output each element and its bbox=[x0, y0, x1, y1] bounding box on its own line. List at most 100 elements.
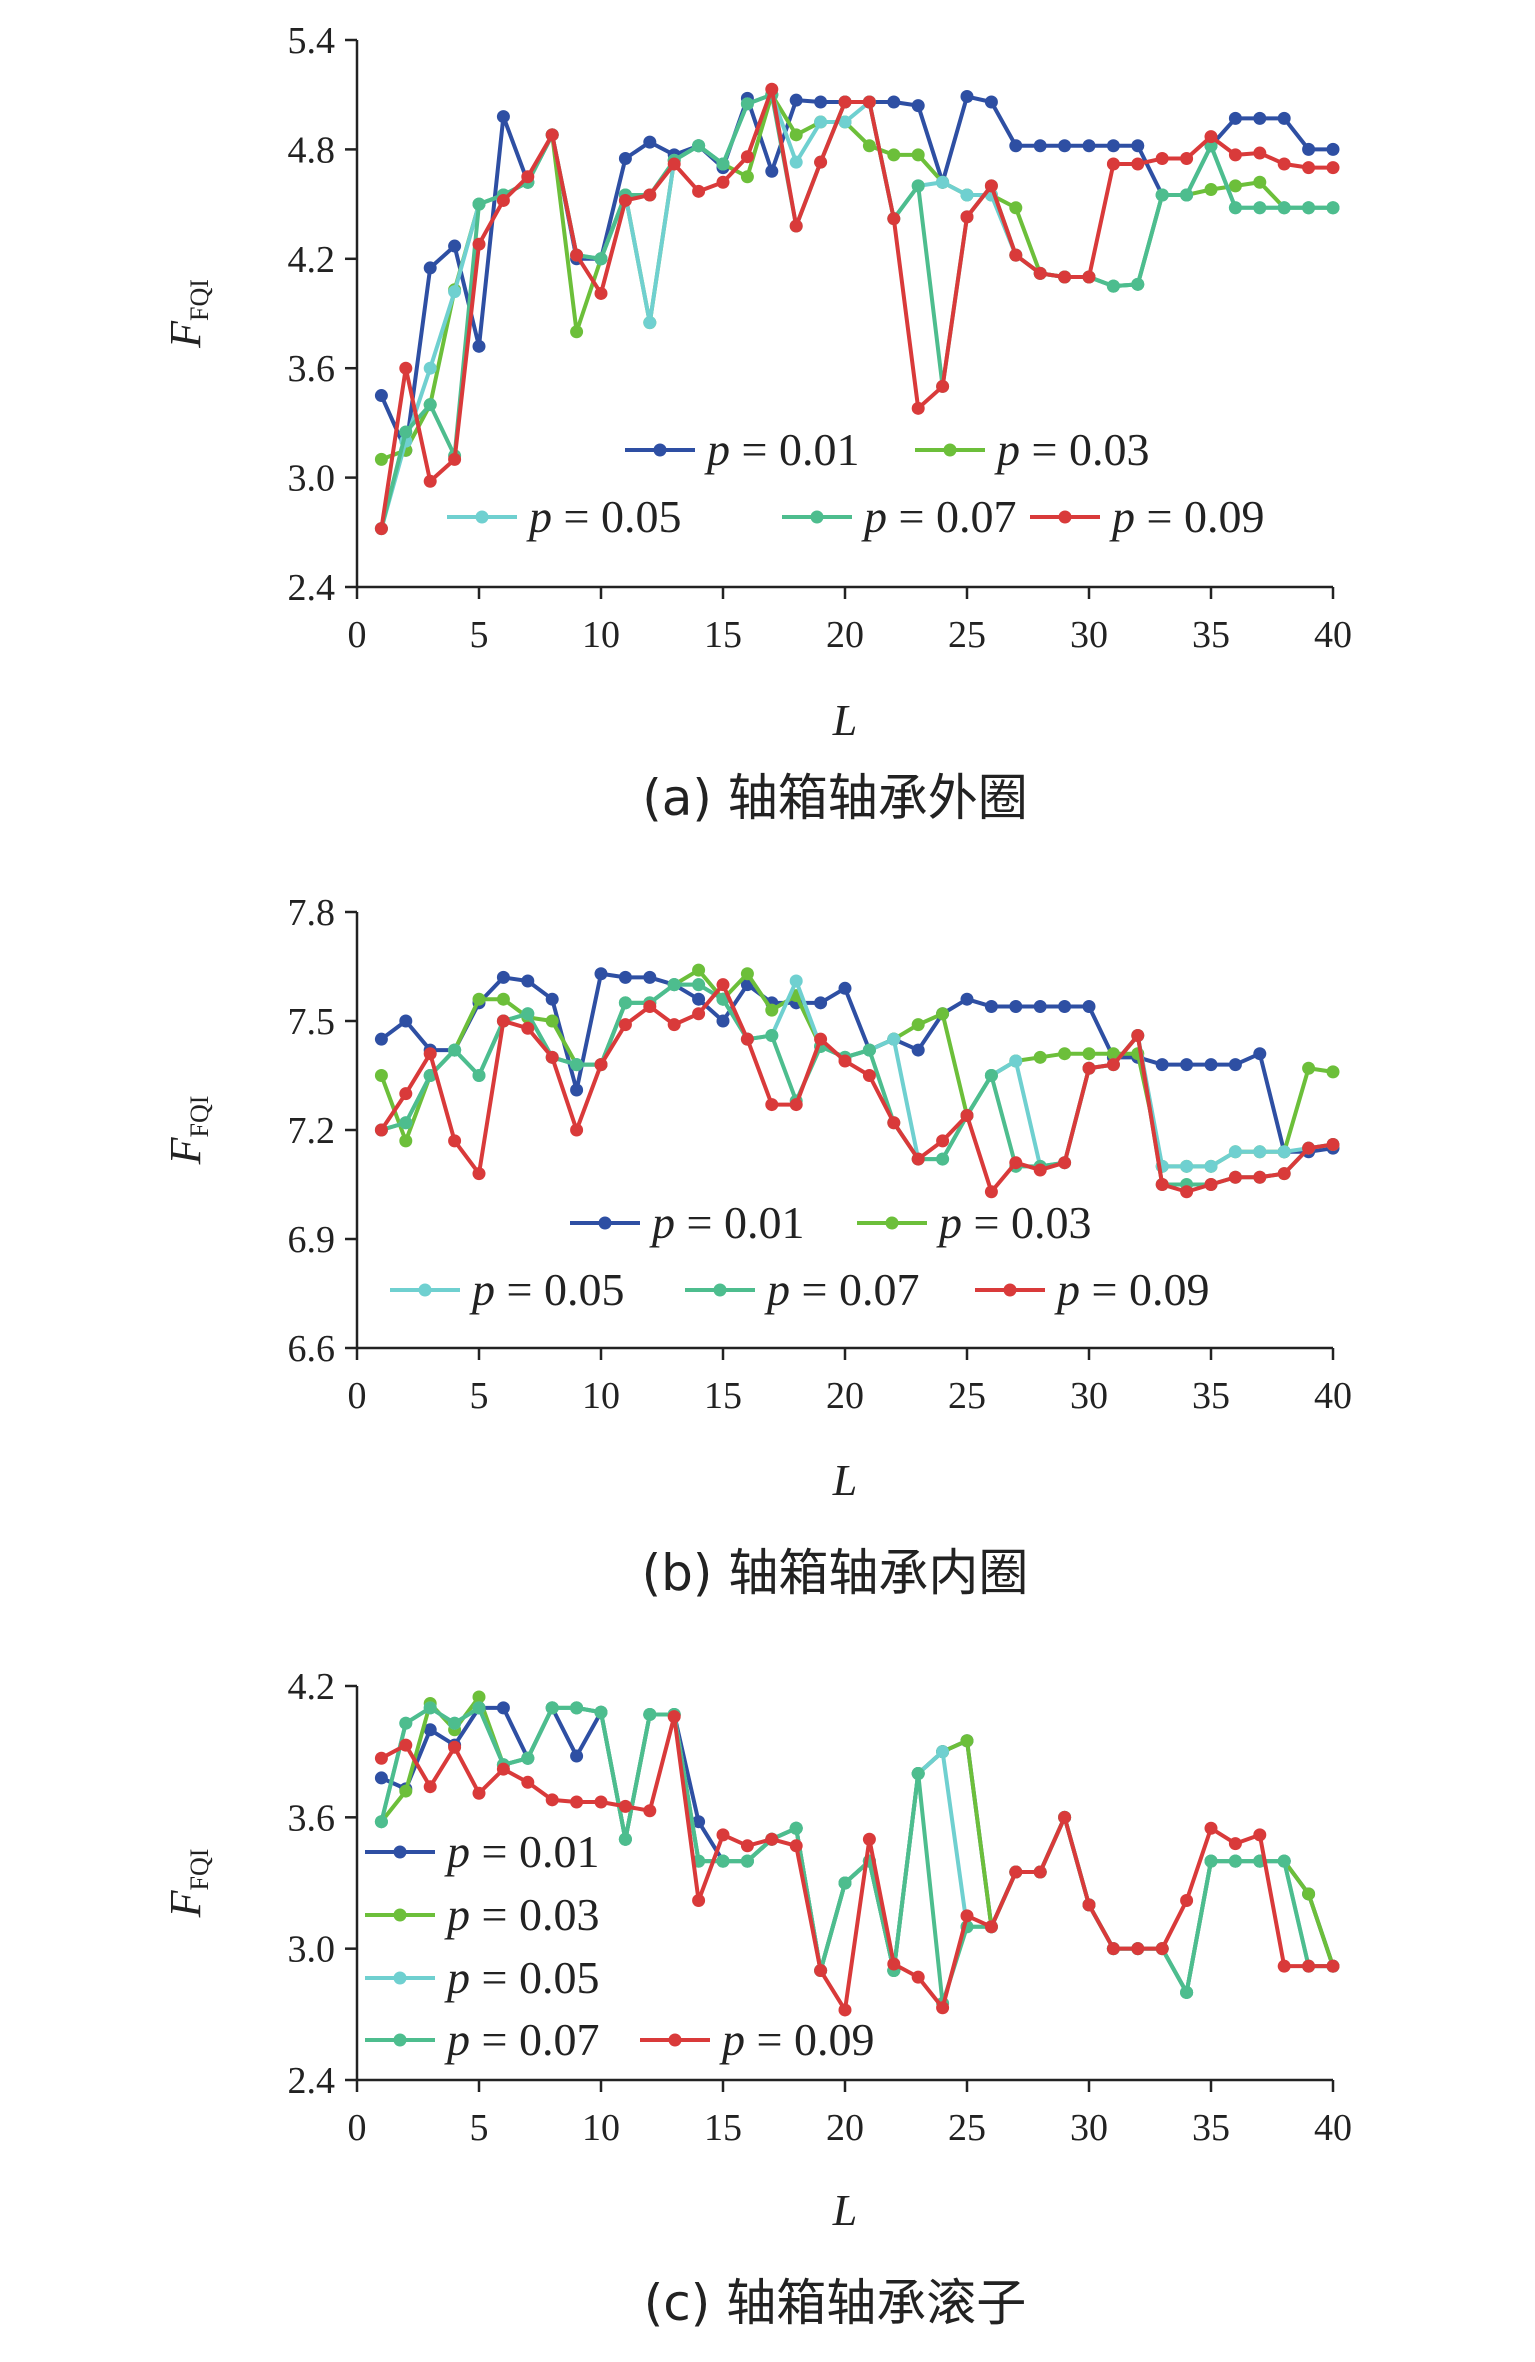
y-axis-label-subscript: FQI bbox=[185, 279, 214, 321]
data-point bbox=[643, 1707, 657, 1721]
data-point bbox=[1253, 146, 1267, 160]
data-point bbox=[1326, 1959, 1340, 1973]
legend-entry: p = 0.03 bbox=[365, 1889, 599, 1940]
data-point bbox=[765, 164, 779, 178]
data-point bbox=[1204, 183, 1218, 197]
data-point bbox=[887, 148, 901, 162]
legend-entry: p = 0.01 bbox=[625, 424, 859, 475]
data-point bbox=[1228, 1145, 1242, 1159]
data-point bbox=[887, 1957, 901, 1971]
data-point bbox=[1033, 139, 1047, 153]
series-p-0-09 bbox=[374, 1710, 1340, 2017]
data-point bbox=[862, 95, 876, 109]
data-point bbox=[765, 1832, 779, 1846]
data-point bbox=[1082, 139, 1096, 153]
data-point bbox=[594, 967, 608, 981]
data-point bbox=[1082, 1061, 1096, 1075]
legend-entry: p = 0.07 bbox=[685, 1264, 919, 1315]
series-p-0-09 bbox=[374, 978, 1340, 1199]
data-point bbox=[716, 1828, 730, 1842]
data-point bbox=[716, 978, 730, 992]
data-point bbox=[496, 1701, 510, 1715]
data-point bbox=[692, 978, 706, 992]
legend-label: p = 0.01 bbox=[649, 1197, 804, 1248]
x-axis-label: L bbox=[832, 696, 857, 745]
data-point bbox=[1228, 1854, 1242, 1868]
data-point bbox=[618, 1832, 632, 1846]
data-point bbox=[960, 1108, 974, 1122]
legend-entry: p = 0.01 bbox=[365, 1826, 599, 1877]
data-point bbox=[936, 379, 950, 393]
legend-swatch-marker bbox=[418, 1283, 432, 1297]
legend-swatch-marker bbox=[713, 1283, 727, 1297]
data-point bbox=[521, 1751, 535, 1765]
chart-panel-c: 2.4 3.0 3.6 4.2 0 5 10 15 20 25 30 35 40 L FFQI p = 0.0… bbox=[161, 1666, 1352, 2332]
data-point bbox=[765, 1098, 779, 1112]
legend-label: p = 0.05 bbox=[469, 1264, 624, 1315]
data-point bbox=[789, 1839, 803, 1853]
data-point bbox=[1180, 1159, 1194, 1173]
data-point bbox=[911, 99, 925, 113]
data-point bbox=[740, 170, 754, 184]
data-point bbox=[1009, 139, 1023, 153]
legend-entry: p = 0.07 bbox=[365, 2014, 599, 2065]
legend-symbol: p bbox=[444, 1952, 470, 2003]
data-point bbox=[1131, 1029, 1145, 1043]
data-point bbox=[1302, 1887, 1316, 1901]
data-point bbox=[545, 1793, 559, 1807]
legend-value: = 0.09 bbox=[1135, 491, 1264, 542]
data-point bbox=[448, 1740, 462, 1754]
legend-label: p = 0.07 bbox=[861, 491, 1016, 542]
data-point bbox=[618, 152, 632, 166]
legend-symbol: p bbox=[861, 491, 887, 542]
data-point bbox=[423, 474, 437, 488]
data-point bbox=[1277, 157, 1291, 171]
data-point bbox=[496, 992, 510, 1006]
data-point bbox=[399, 1014, 413, 1028]
data-point bbox=[618, 970, 632, 984]
series-p-0-01 bbox=[374, 90, 1340, 457]
data-point bbox=[667, 157, 681, 171]
x-tick-label: 15 bbox=[704, 614, 742, 656]
data-point bbox=[1082, 1898, 1096, 1912]
legend-symbol: p bbox=[994, 424, 1020, 475]
legend-symbol: p bbox=[444, 2014, 470, 2065]
data-point bbox=[472, 339, 486, 353]
data-point bbox=[887, 212, 901, 226]
data-point bbox=[423, 1701, 437, 1715]
series-line bbox=[380, 1714, 1333, 2012]
series-line bbox=[380, 982, 1334, 1187]
y-axis-label: FFQI bbox=[161, 279, 214, 349]
data-point bbox=[1204, 1821, 1218, 1835]
legend-swatch-marker bbox=[1003, 1283, 1017, 1297]
x-tick-label: 35 bbox=[1192, 2107, 1230, 2149]
data-point bbox=[692, 1815, 706, 1829]
data-point bbox=[643, 188, 657, 202]
legend-label: p = 0.05 bbox=[526, 491, 681, 542]
data-point bbox=[496, 193, 510, 207]
legend-value: = 0.05 bbox=[495, 1264, 624, 1315]
data-point bbox=[1204, 130, 1218, 144]
data-point bbox=[692, 184, 706, 198]
data-point bbox=[1253, 1828, 1267, 1842]
data-point bbox=[472, 1701, 486, 1715]
data-point bbox=[1106, 139, 1120, 153]
x-tick-label: 30 bbox=[1070, 614, 1108, 656]
data-point bbox=[1302, 1141, 1316, 1155]
data-point bbox=[1106, 1058, 1120, 1072]
chart-panel-a: 2.4 3.0 3.6 4.2 4.8 5.4 0 5 10 15 20 25 30 35 40 L FFQI p… bbox=[161, 20, 1352, 827]
data-point bbox=[1058, 1156, 1072, 1170]
data-point bbox=[1302, 161, 1316, 175]
legend-label: p = 0.07 bbox=[764, 1264, 919, 1315]
legend-label: p = 0.09 bbox=[1109, 491, 1264, 542]
x-tick-label: 5 bbox=[470, 2107, 489, 2149]
data-point bbox=[887, 95, 901, 109]
data-point bbox=[472, 1690, 486, 1704]
data-point bbox=[936, 2001, 950, 2015]
data-point bbox=[374, 1815, 388, 1829]
data-point bbox=[1204, 1058, 1218, 1072]
x-tick-label: 5 bbox=[470, 1375, 489, 1417]
data-point bbox=[960, 210, 974, 224]
y-axis-label-subscript: FQI bbox=[185, 1849, 214, 1891]
